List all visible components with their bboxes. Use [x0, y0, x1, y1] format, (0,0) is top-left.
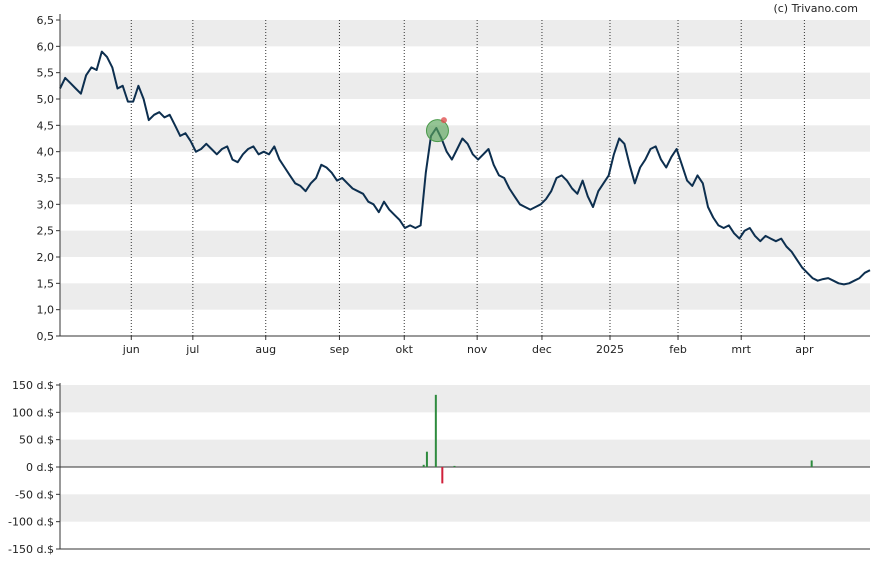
month-label: aug — [255, 343, 276, 356]
price-line-group — [59, 50, 871, 286]
month-label: okt — [396, 343, 414, 356]
price-markers — [425, 117, 449, 143]
volume-frame — [59, 383, 870, 550]
month-label: dec — [532, 343, 552, 356]
volume-bar — [422, 464, 425, 467]
month-label: nov — [467, 343, 488, 356]
volume-band — [60, 439, 870, 467]
price-band — [60, 230, 870, 257]
price-band — [60, 178, 870, 205]
volume-bar — [425, 451, 428, 467]
month-label: jul — [185, 343, 199, 356]
volume-y-tick-label: 50 d.$ — [19, 434, 54, 447]
volume-bar — [441, 467, 444, 484]
volume-y-tick-label: 150 d.$ — [12, 379, 54, 392]
volume-y-tick-label: -150 d.$ — [8, 543, 54, 556]
volume-y-tick-label: 0 d.$ — [26, 461, 54, 474]
price-x-ticks: jun jul aug sep okt nov dec 2025 feb mrt apr — [122, 336, 814, 356]
volume-bar — [810, 460, 813, 467]
volume-bars — [422, 394, 813, 484]
price-frame — [59, 14, 870, 337]
volume-band — [60, 494, 870, 522]
buy-signal-marker — [425, 119, 449, 143]
price-y-tick-label: 5,0 — [37, 93, 55, 106]
month-label: mrt — [731, 343, 751, 356]
price-y-tick-label: 6,5 — [37, 14, 55, 27]
volume-y-tick-label: -100 d.$ — [8, 516, 54, 529]
volume-bar — [453, 465, 456, 467]
price-y-tick-label: 3,5 — [37, 172, 55, 185]
price-y-tick-label: 4,0 — [37, 146, 55, 159]
price-band — [60, 20, 870, 47]
price-band — [60, 283, 870, 310]
price-y-tick-label: 0,5 — [37, 330, 55, 343]
price-y-tick-label: 1,5 — [37, 277, 55, 290]
volume-y-ticks: 150 d.$ 100 d.$ 50 d.$ 0 d.$ -50 d.$ -100 d.$… — [8, 379, 870, 556]
price-band — [60, 125, 870, 152]
price-y-tick-label: 2,5 — [37, 225, 55, 238]
price-grid-bands — [60, 20, 870, 310]
volume-grid-bands — [60, 385, 870, 522]
sell-signal-marker — [440, 117, 447, 124]
month-label: feb — [669, 343, 687, 356]
price-y-tick-label: 1,0 — [37, 304, 55, 317]
month-label: 2025 — [596, 343, 624, 356]
price-band — [60, 72, 870, 99]
price-y-tick-label: 2,0 — [37, 251, 55, 264]
month-label: apr — [795, 343, 814, 356]
price-line — [59, 50, 871, 286]
volume-y-tick-label: 100 d.$ — [12, 406, 54, 419]
month-label: sep — [330, 343, 349, 356]
copyright-label: (c) Trivano.com — [773, 2, 858, 15]
volume-bar — [434, 394, 437, 467]
month-label: jun — [122, 343, 140, 356]
volume-y-tick-label: -50 d.$ — [15, 488, 54, 501]
price-y-tick-label: 4,5 — [37, 119, 55, 132]
price-y-ticks: 6,5 6,0 5,5 5,0 4,5 4,0 3,5 3,0 2,5 2,0 1,5 1,0 0,5 — [37, 14, 60, 343]
price-y-tick-label: 3,0 — [37, 198, 55, 211]
price-y-tick-label: 6,0 — [37, 40, 55, 53]
price-y-tick-label: 5,5 — [37, 67, 55, 80]
volume-band — [60, 385, 870, 413]
